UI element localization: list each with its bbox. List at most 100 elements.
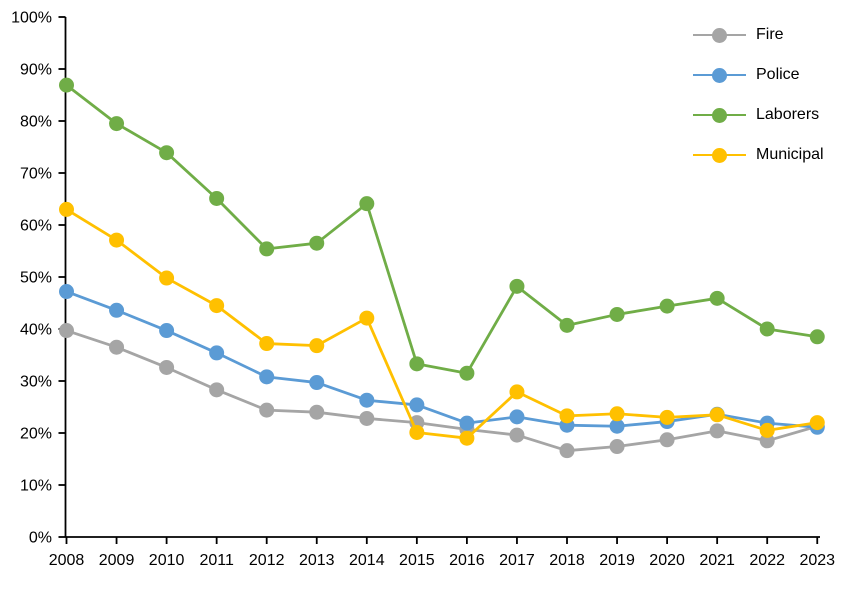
series-marker-municipal xyxy=(659,409,675,425)
series-marker-municipal xyxy=(159,270,175,286)
x-tick-label: 2013 xyxy=(299,552,335,569)
legend-item-police: Police xyxy=(693,55,824,95)
series-marker-laborers xyxy=(159,145,175,161)
series-line-fire xyxy=(65,329,819,453)
series-marker-laborers xyxy=(759,321,775,337)
series-marker-fire xyxy=(359,410,375,426)
legend-dot-icon xyxy=(712,67,727,83)
y-tick-label: 0% xyxy=(29,530,52,547)
series-marker-fire xyxy=(559,443,575,459)
y-tick-label: 20% xyxy=(20,426,52,443)
series-marker-police xyxy=(509,409,525,425)
series-marker-fire xyxy=(509,427,525,443)
legend-item-municipal: Municipal xyxy=(693,135,824,175)
series-marker-laborers xyxy=(559,317,575,333)
series-marker-fire xyxy=(209,382,225,398)
series-marker-police xyxy=(359,392,375,408)
x-tick-label: 2015 xyxy=(399,552,435,569)
x-tick-label: 2011 xyxy=(199,552,234,569)
series-marker-police xyxy=(209,345,225,361)
y-tick-label: 70% xyxy=(20,166,52,183)
legend-dot-icon xyxy=(712,27,727,43)
legend-swatch-icon xyxy=(693,107,746,123)
series-marker-laborers xyxy=(259,241,275,257)
legend-label: Fire xyxy=(756,26,784,43)
series-marker-fire xyxy=(259,402,275,418)
series-marker-fire xyxy=(109,339,125,355)
series-marker-municipal xyxy=(109,232,125,248)
series-marker-municipal xyxy=(809,415,825,431)
y-tick-label: 60% xyxy=(20,218,52,235)
x-tick-label: 2023 xyxy=(799,552,835,569)
series-marker-fire xyxy=(659,432,675,448)
series-marker-fire xyxy=(609,439,625,455)
series-line-municipal xyxy=(65,207,819,440)
series-marker-fire xyxy=(309,404,325,420)
series-marker-police xyxy=(459,415,475,431)
series-marker-laborers xyxy=(359,196,375,212)
series-marker-municipal xyxy=(559,408,575,424)
series-marker-municipal xyxy=(509,384,525,400)
legend-label: Municipal xyxy=(756,146,824,163)
y-tick-label: 80% xyxy=(20,114,52,131)
series-marker-police xyxy=(259,369,275,385)
legend-item-laborers: Laborers xyxy=(693,95,824,135)
y-tick-label: 30% xyxy=(20,374,52,391)
x-tick-label: 2021 xyxy=(699,552,735,569)
x-tick-label: 2016 xyxy=(449,552,485,569)
series-marker-police xyxy=(409,397,425,413)
series-marker-laborers xyxy=(609,306,625,322)
y-tick-label: 100% xyxy=(11,10,52,27)
series-marker-laborers xyxy=(809,329,825,345)
series-marker-municipal xyxy=(209,298,225,314)
x-tick-label: 2018 xyxy=(549,552,585,569)
series-marker-laborers xyxy=(459,365,475,381)
series-marker-laborers xyxy=(109,116,125,132)
x-tick-label: 2019 xyxy=(599,552,635,569)
series-marker-police xyxy=(109,302,125,318)
legend-swatch-icon xyxy=(693,67,746,83)
legend-item-fire: Fire xyxy=(693,15,824,55)
series-marker-municipal xyxy=(709,407,725,423)
series-marker-municipal xyxy=(759,422,775,438)
x-tick-label: 2014 xyxy=(349,552,385,569)
x-tick-label: 2020 xyxy=(649,552,685,569)
legend-label: Laborers xyxy=(756,106,820,123)
y-tick-label: 50% xyxy=(20,270,52,287)
x-tick-label: 2022 xyxy=(749,552,785,569)
series-marker-police xyxy=(59,284,74,300)
series-marker-laborers xyxy=(409,356,425,372)
legend-label: Police xyxy=(756,66,800,83)
legend: Fire Police Laborers Municipal xyxy=(693,15,824,175)
series-marker-municipal xyxy=(609,406,625,422)
series-line-laborers xyxy=(65,83,819,375)
y-tick-label: 10% xyxy=(20,478,52,495)
x-tick-label: 2008 xyxy=(49,552,85,569)
series-marker-police xyxy=(159,323,175,339)
series-marker-fire xyxy=(709,423,725,439)
series-marker-municipal xyxy=(359,310,375,326)
series-line-police xyxy=(65,290,819,429)
series-marker-police xyxy=(609,418,625,434)
x-tick-label: 2017 xyxy=(499,552,535,569)
series-marker-municipal xyxy=(409,424,425,440)
x-tick-label: 2009 xyxy=(99,552,135,569)
legend-dot-icon xyxy=(712,107,727,123)
series-marker-laborers xyxy=(209,190,225,206)
series-marker-fire xyxy=(159,359,175,375)
y-tick-label: 40% xyxy=(20,322,52,339)
series-marker-police xyxy=(309,375,325,391)
series-marker-laborers xyxy=(659,298,675,314)
series-marker-fire xyxy=(759,433,775,449)
legend-swatch-icon xyxy=(693,147,746,163)
series-marker-laborers xyxy=(709,290,725,306)
series-marker-municipal xyxy=(459,430,475,446)
series-marker-fire xyxy=(59,323,74,339)
series-marker-laborers xyxy=(59,77,74,93)
legend-dot-icon xyxy=(712,147,727,163)
series-marker-laborers xyxy=(309,235,325,251)
series-marker-municipal xyxy=(59,201,74,217)
legend-swatch-icon xyxy=(693,27,746,43)
